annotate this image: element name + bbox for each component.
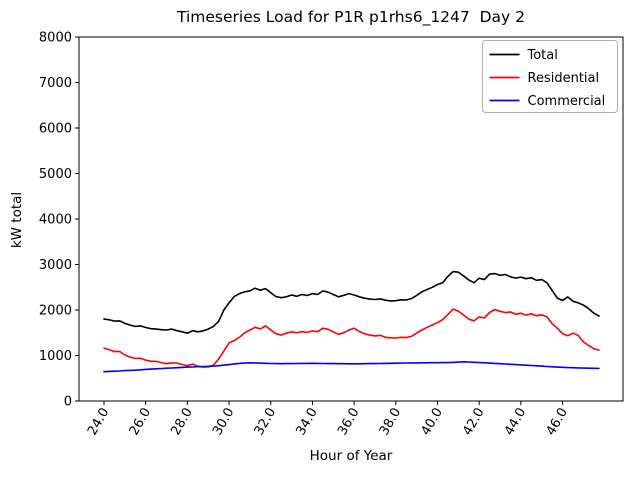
x-tick-label: 38.0 (377, 406, 404, 439)
y-tick-label: 6000 (39, 122, 72, 137)
x-tick-label: 36.0 (335, 406, 362, 439)
x-tick-label: 26.0 (127, 406, 154, 439)
y-tick-label: 2000 (39, 304, 72, 319)
x-tick-label: 32.0 (252, 406, 279, 439)
x-tick-label: 46.0 (544, 406, 571, 439)
series-line-total (103, 270, 600, 335)
x-tick-label: 24.0 (85, 406, 112, 439)
y-tick-label: 0 (64, 395, 72, 410)
legend-label-total: Total (527, 48, 558, 63)
series-line-residential (103, 308, 600, 368)
y-axis-label: kW total (9, 191, 25, 249)
y-tick-label: 5000 (39, 167, 72, 182)
y-tick-label: 1000 (39, 349, 72, 364)
x-tick-label: 30.0 (210, 406, 237, 439)
x-axis-label: Hour of Year (309, 448, 393, 464)
x-tick-label: 42.0 (460, 406, 487, 439)
legend: Total Residential Commercial (482, 40, 618, 113)
x-tick-label: 34.0 (293, 406, 320, 439)
x-tick-label: 44.0 (502, 406, 529, 439)
y-tick-label: 8000 (39, 31, 72, 46)
y-tick-label: 3000 (39, 258, 72, 273)
y-tick-label: 7000 (39, 76, 72, 91)
series-line-commercial (103, 360, 600, 373)
chart-title: Timeseries Load for P1R p1rhs6_1247 Day … (176, 8, 526, 26)
legend-label-commercial: Commercial (528, 94, 606, 109)
x-tick-label: 28.0 (168, 406, 195, 439)
legend-label-residential: Residential (528, 71, 600, 86)
y-tick-label: 4000 (39, 213, 72, 228)
legend-box (482, 40, 618, 113)
x-tick-label: 40.0 (418, 406, 445, 439)
